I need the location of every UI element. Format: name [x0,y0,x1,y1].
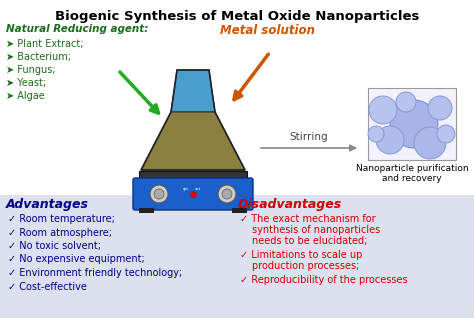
Text: ➤ Fungus;: ➤ Fungus; [6,65,55,75]
Polygon shape [171,70,215,112]
Circle shape [428,96,452,120]
Text: Metal solution: Metal solution [220,24,316,37]
Text: ✓ The exact mechanism for: ✓ The exact mechanism for [240,214,375,224]
Text: ➤ Algae: ➤ Algae [6,91,45,101]
FancyBboxPatch shape [133,178,253,210]
Circle shape [218,185,236,203]
Polygon shape [141,112,245,170]
Circle shape [150,185,168,203]
Text: ➤ Yeast;: ➤ Yeast; [6,78,46,88]
Circle shape [390,100,438,148]
Circle shape [222,189,232,199]
Text: ✓ No expensive equipment;: ✓ No expensive equipment; [8,254,145,265]
Circle shape [369,96,397,124]
Text: ✓ Reproducibility of the processes: ✓ Reproducibility of the processes [240,275,408,285]
Text: ✓ No toxic solvent;: ✓ No toxic solvent; [8,241,101,251]
Text: production processes;: production processes; [252,261,359,271]
Circle shape [396,92,416,112]
Text: Biogenic Synthesis of Metal Oxide Nanoparticles: Biogenic Synthesis of Metal Oxide Nanopa… [55,10,419,23]
Text: Disadvantages: Disadvantages [238,198,342,211]
Text: rpt: rpt [183,187,189,191]
Text: Advantages: Advantages [6,198,89,211]
Bar [232,208,247,213]
Text: Nanoparticle purification
and recovery: Nanoparticle purification and recovery [356,164,468,183]
Text: ✓ Limitations to scale up: ✓ Limitations to scale up [240,250,363,260]
Bar [0,195,474,318]
Text: Natural Reducing agent:: Natural Reducing agent: [6,24,148,34]
Text: Stirring: Stirring [290,132,328,142]
Bar [368,88,456,160]
Bar [139,171,247,180]
Text: ➤ Plant Extract;: ➤ Plant Extract; [6,39,83,49]
Text: synthesis of nanoparticles: synthesis of nanoparticles [252,225,380,235]
Circle shape [376,126,404,154]
Circle shape [414,127,446,159]
Text: ✓ Cost-effective: ✓ Cost-effective [8,281,87,292]
Bar [139,208,154,213]
Circle shape [368,126,384,142]
Text: ✓ Environment friendly technology;: ✓ Environment friendly technology; [8,268,182,278]
Text: set: set [195,187,201,191]
Text: ➤ Bacterium;: ➤ Bacterium; [6,52,71,62]
Circle shape [437,125,455,143]
Circle shape [154,189,164,199]
Text: ✓ Room atmosphere;: ✓ Room atmosphere; [8,227,112,238]
Text: needs to be elucidated;: needs to be elucidated; [252,236,367,246]
Text: ✓ Room temperature;: ✓ Room temperature; [8,214,115,224]
